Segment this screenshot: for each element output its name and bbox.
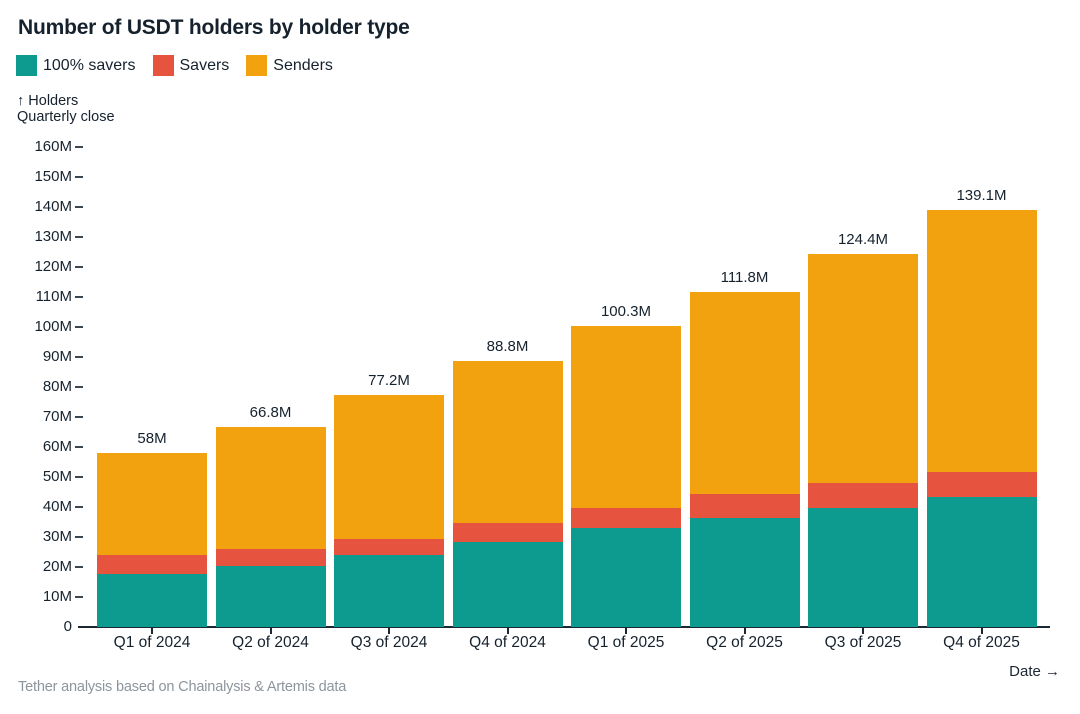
y-tick-mark bbox=[75, 506, 83, 508]
source-note: Tether analysis based on Chainalysis & A… bbox=[18, 678, 347, 695]
x-tick-mark bbox=[506, 627, 509, 634]
bar-segment-savers bbox=[97, 555, 207, 574]
x-category-label: Q4 of 2025 bbox=[943, 634, 1020, 651]
bar-total-label: 100.3M bbox=[600, 303, 652, 321]
bar-total-label: 77.2M bbox=[368, 372, 410, 390]
bar-segment-senders bbox=[97, 453, 207, 555]
bar-segment-savers bbox=[334, 539, 444, 555]
y-tick-label: 100M bbox=[34, 318, 72, 335]
legend-label: 100% savers bbox=[43, 56, 136, 74]
legend-swatch-senders bbox=[246, 55, 268, 76]
x-tick-mark bbox=[388, 627, 390, 634]
x-category-label: Q3 of 2025 bbox=[824, 634, 902, 651]
y-axis-title: ↑ Holders Quarterly close bbox=[17, 93, 115, 125]
x-category-label: Q1 of 2024 bbox=[113, 634, 191, 651]
y-tick-label: 90M bbox=[42, 348, 72, 365]
y-tick-label: 60M bbox=[42, 438, 72, 455]
y-tick-label: 140M bbox=[34, 198, 72, 215]
legend: 100% savers Savers Senders bbox=[16, 55, 333, 76]
y-tick-label: 0 bbox=[63, 618, 72, 635]
bar-segment-savers bbox=[926, 471, 1037, 498]
x-category-label: Q2 of 2025 bbox=[706, 634, 783, 651]
y-tick-mark bbox=[75, 476, 83, 478]
bar-segment-senders bbox=[334, 395, 444, 540]
bar-segment-100-savers bbox=[808, 508, 918, 627]
y-tick-label: 40M bbox=[42, 498, 72, 515]
bar-total-label: 139.1M bbox=[956, 186, 1007, 204]
x-tick-mark bbox=[980, 627, 983, 634]
bar-segment-100-savers bbox=[689, 517, 800, 627]
y-tick-mark bbox=[75, 356, 83, 358]
y-tick-mark bbox=[75, 206, 83, 208]
y-tick-label: 20M bbox=[42, 558, 72, 575]
y-axis-title-line1: ↑ Holders bbox=[17, 93, 79, 109]
bar-segment-100-savers bbox=[334, 555, 444, 627]
bar-segment-100-savers bbox=[215, 565, 326, 627]
y-tick-mark bbox=[75, 416, 83, 418]
y-tick-mark bbox=[75, 536, 83, 538]
bar-segment-senders bbox=[571, 326, 681, 508]
y-tick-label: 70M bbox=[42, 408, 72, 425]
y-tick-label: 30M bbox=[42, 528, 72, 545]
x-tick-mark bbox=[862, 627, 864, 634]
bar-segment-senders bbox=[452, 360, 563, 524]
bar-segment-senders bbox=[689, 291, 800, 495]
x-tick-mark bbox=[625, 627, 627, 634]
y-tick-mark bbox=[75, 296, 83, 298]
x-tick-mark bbox=[269, 627, 272, 634]
bar-segment-savers bbox=[571, 507, 681, 529]
y-tick-mark bbox=[75, 236, 83, 238]
y-tick-mark bbox=[75, 326, 83, 328]
x-category-label: Q4 of 2024 bbox=[469, 634, 546, 651]
bar-segment-senders bbox=[215, 426, 326, 550]
bar-segment-senders bbox=[808, 253, 918, 484]
bar-segment-senders bbox=[926, 209, 1037, 472]
y-axis-title-line2: Quarterly close bbox=[17, 109, 115, 125]
x-axis-line bbox=[78, 626, 1050, 628]
y-tick-mark bbox=[75, 446, 83, 448]
y-tick-mark bbox=[75, 176, 83, 178]
y-tick-mark bbox=[75, 266, 83, 268]
y-tick-label: 110M bbox=[35, 288, 72, 305]
y-tick-mark bbox=[75, 596, 83, 598]
x-axis-title: Date → bbox=[1009, 663, 1060, 680]
y-tick-mark bbox=[75, 566, 83, 568]
legend-item-senders: Senders bbox=[246, 55, 333, 76]
bar-segment-savers bbox=[215, 549, 326, 566]
bar-segment-savers bbox=[808, 483, 918, 509]
bar-segment-100-savers bbox=[97, 573, 207, 627]
legend-label: Savers bbox=[179, 56, 230, 74]
x-category-label: Q1 of 2025 bbox=[587, 634, 665, 651]
legend-swatch-100-savers bbox=[16, 55, 37, 76]
legend-swatch-savers bbox=[152, 55, 174, 76]
x-category-label: Q2 of 2024 bbox=[232, 634, 309, 651]
y-tick-label: 80M bbox=[42, 378, 72, 395]
bar-total-label: 88.8M bbox=[486, 337, 529, 355]
y-tick-label: 150M bbox=[34, 168, 72, 185]
y-tick-label: 130M bbox=[34, 228, 72, 245]
x-tick-mark bbox=[151, 627, 153, 634]
bar-segment-savers bbox=[452, 523, 563, 542]
legend-label: Senders bbox=[273, 56, 333, 74]
bar-segment-100-savers bbox=[926, 497, 1037, 627]
bar-segment-savers bbox=[689, 494, 800, 518]
legend-item-savers: Savers bbox=[152, 55, 230, 76]
x-category-label: Q3 of 2024 bbox=[350, 634, 428, 651]
y-tick-label: 120M bbox=[34, 258, 72, 275]
y-tick-label: 10M bbox=[42, 588, 72, 605]
legend-item-100-savers: 100% savers bbox=[16, 55, 136, 76]
y-tick-mark bbox=[75, 386, 83, 388]
x-tick-mark bbox=[743, 627, 746, 634]
bar-segment-100-savers bbox=[452, 541, 563, 627]
bar-total-label: 111.8M bbox=[720, 268, 769, 286]
bar-total-label: 66.8M bbox=[249, 403, 292, 421]
y-tick-mark bbox=[75, 146, 83, 148]
bar-total-label: 58M bbox=[137, 430, 167, 447]
y-tick-label: 160M bbox=[34, 138, 72, 155]
chart-title: Number of USDT holders by holder type bbox=[18, 16, 410, 39]
y-tick-label: 50M bbox=[42, 468, 72, 485]
bar-segment-100-savers bbox=[571, 528, 681, 627]
bar-total-label: 124.4M bbox=[837, 230, 889, 248]
